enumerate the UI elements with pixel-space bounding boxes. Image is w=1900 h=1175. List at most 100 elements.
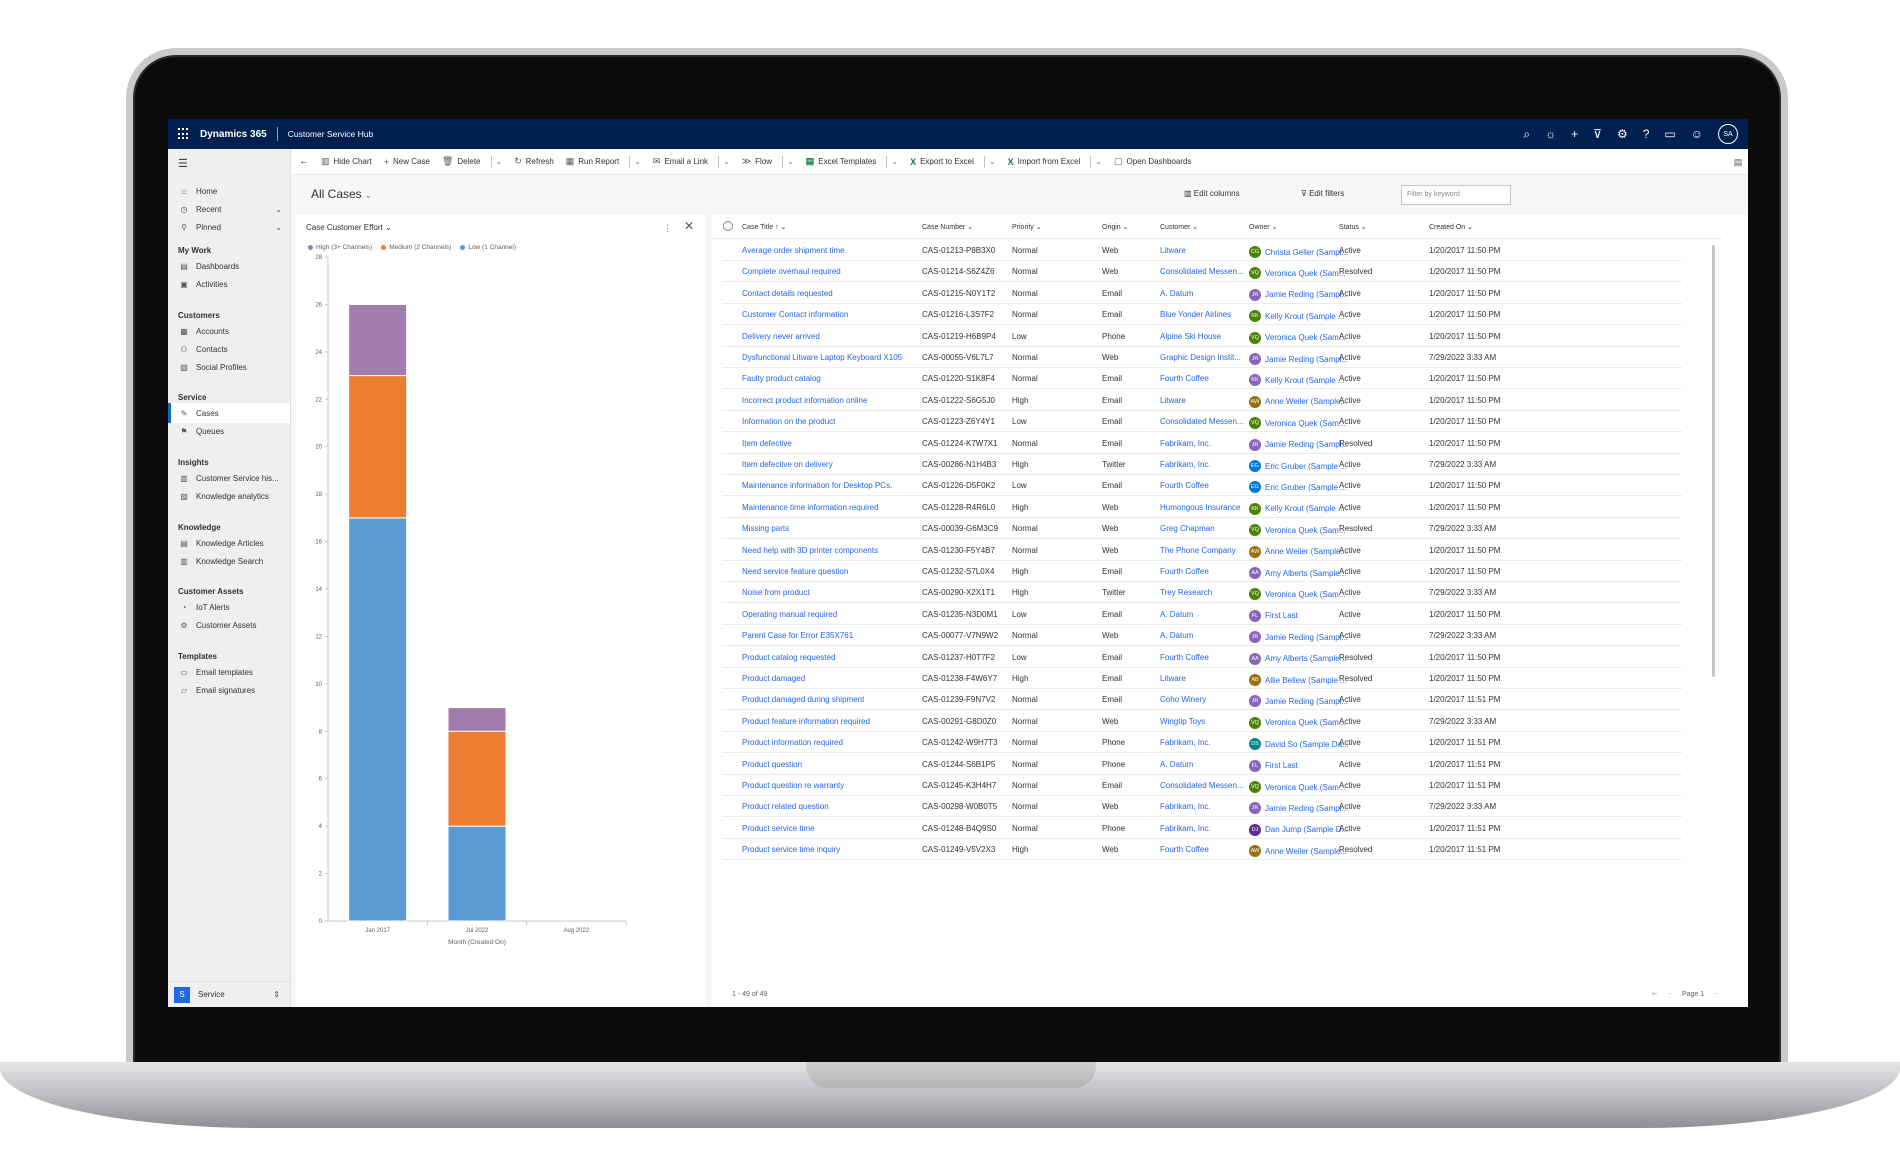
owner-cell[interactable]: VQ Veronica Quek (Sam...	[1249, 781, 1345, 793]
table-row[interactable]: Information on the product CAS-01223-Z6Y4…	[722, 410, 1682, 433]
owner-cell[interactable]: JR Jamie Reding (Sampl...	[1249, 288, 1348, 301]
sidebar-item-queues[interactable]: ⚑ Queues	[168, 421, 290, 441]
delete-button[interactable]: 🗑 Delete ⌄	[442, 155, 502, 168]
table-row[interactable]: Customer Contact information CAS-01216-L3…	[722, 303, 1682, 326]
hamburger-icon[interactable]: ☰	[178, 158, 188, 170]
table-row[interactable]: Average order shipment time CAS-01213-P8B…	[722, 239, 1682, 261]
legend-item[interactable]: High (3+ Channels)	[308, 244, 372, 251]
case-title-cell[interactable]: Average order shipment time	[742, 246, 845, 255]
owner-cell[interactable]: AA Amy Alberts (Sample...	[1249, 567, 1346, 579]
legend-item[interactable]: Low (1 Channel)	[460, 244, 516, 251]
table-row[interactable]: Product catalog requested CAS-01237-H0T7F…	[722, 646, 1682, 668]
first-page-icon[interactable]: ⇤	[1652, 991, 1658, 998]
table-row[interactable]: Need help with 3D printer components CAS-…	[722, 539, 1682, 561]
app-name[interactable]: Customer Service Hub	[287, 129, 374, 139]
case-title-cell[interactable]: Product question re warranty	[742, 781, 845, 790]
case-title-cell[interactable]: Product service time inquiry	[742, 845, 841, 855]
chevron-down-icon[interactable]: ⌄	[634, 157, 641, 166]
owner-cell[interactable]: KK Kelly Krout (Sample ...	[1249, 502, 1345, 515]
case-title-cell[interactable]: Product catalog requested	[742, 652, 836, 662]
owner-cell[interactable]: EG Eric Gruber (Sample ...	[1249, 481, 1347, 494]
close-icon[interactable]: ✕	[684, 219, 695, 233]
chevron-down-icon[interactable]: ⌄	[891, 157, 899, 166]
column-header[interactable]: Customer ⌄	[1160, 223, 1198, 231]
owner-cell[interactable]: VQ Veronica Quek (Sam...	[1249, 331, 1345, 344]
customer-cell[interactable]: Fourth Coffee	[1160, 374, 1209, 384]
customer-cell[interactable]: Consolidated Messen...	[1160, 781, 1244, 790]
owner-cell[interactable]: JR Jamie Reding (Sampl...	[1249, 695, 1348, 708]
customer-cell[interactable]: A. Datum	[1160, 631, 1194, 641]
plus-icon[interactable]: +	[1571, 127, 1579, 141]
customer-cell[interactable]: Fabrikam, Inc.	[1160, 460, 1211, 469]
case-title-cell[interactable]: Complete overhaul required	[742, 267, 841, 277]
owner-cell[interactable]: CG Christa Geller (Sampl...	[1249, 246, 1348, 258]
excel-templates-button[interactable]: ▤ Excel Templates ⌄	[806, 155, 899, 168]
run-report-button[interactable]: ▦ Run Report ⌄	[566, 155, 641, 168]
table-row[interactable]: Faulty product catalog CAS-01220-S1K8F4 No…	[722, 367, 1682, 390]
case-title-cell[interactable]: Maintenance time information required	[742, 502, 879, 512]
chevron-down-icon[interactable]: ⌄	[988, 157, 996, 166]
table-row[interactable]: Product service time inquiry CAS-01249-V5…	[722, 838, 1682, 861]
chart-selector[interactable]: Case Customer Effort ⌄	[306, 223, 392, 232]
column-header[interactable]: Priority ⌄	[1012, 223, 1042, 231]
owner-cell[interactable]: JR Jamie Reding (Sampl...	[1249, 353, 1348, 365]
case-title-cell[interactable]: Missing parts	[742, 524, 790, 534]
edit-filters-button[interactable]: ⊽ Edit filters	[1301, 189, 1344, 198]
sidebar-item-cases[interactable]: ✎ Cases	[168, 403, 290, 423]
table-row[interactable]: Operating manual required CAS-01235-N3D0M…	[722, 603, 1682, 625]
scrollbar[interactable]	[1712, 245, 1715, 677]
case-title-cell[interactable]: Product damaged	[742, 674, 806, 683]
table-row[interactable]: Complete overhaul required CAS-01214-S6Z4…	[722, 260, 1682, 283]
table-row[interactable]: Maintenance time information required CAS…	[722, 496, 1682, 518]
sidebar-item-pinned[interactable]: ⚲ Pinned ⌄	[168, 217, 290, 237]
owner-cell[interactable]: EG Eric Gruber (Sample ...	[1249, 460, 1347, 472]
owner-cell[interactable]: KK Kelly Krout (Sample ...	[1249, 374, 1345, 387]
hide-chart-button[interactable]: ▥ Hide Chart	[321, 156, 372, 167]
table-row[interactable]: Product question CAS-01244-S6B1P5 Normal Ph…	[722, 753, 1682, 775]
customer-cell[interactable]: Fourth Coffee	[1160, 845, 1209, 855]
customer-cell[interactable]: Fabrikam, Inc.	[1160, 438, 1211, 448]
owner-cell[interactable]: JR Jamie Reding (Sampl...	[1249, 631, 1348, 644]
sidebar-item-contacts[interactable]: ⚇ Contacts	[168, 339, 290, 359]
customer-cell[interactable]: Litware	[1160, 246, 1186, 255]
case-title-cell[interactable]: Need service feature question	[742, 567, 849, 576]
customer-cell[interactable]: Fabrikam, Inc.	[1160, 802, 1211, 812]
customer-cell[interactable]: Wingtip Toys	[1160, 716, 1206, 726]
owner-cell[interactable]: KK Kelly Krout (Sample ...	[1249, 310, 1345, 323]
customer-cell[interactable]: Litware	[1160, 674, 1186, 683]
table-row[interactable]: Item defective CAS-01224-K7W7X1 Normal Emai…	[722, 432, 1682, 454]
new-case-button[interactable]: + New Case	[384, 157, 430, 167]
customer-cell[interactable]: Coho Winery	[1160, 695, 1207, 705]
brand-title[interactable]: Dynamics 365	[200, 128, 267, 140]
table-row[interactable]: Product service time CAS-01248-B4Q9S0 Norm…	[722, 817, 1682, 839]
table-row[interactable]: Contact details requested CAS-01215-N0Y1T…	[722, 282, 1682, 304]
select-all-checkbox[interactable]	[723, 221, 733, 231]
customer-cell[interactable]: Graphic Design Instit...	[1160, 353, 1241, 362]
view-selector[interactable]: All Cases ⌄	[311, 187, 372, 201]
case-title-cell[interactable]: Item defective on delivery	[742, 460, 833, 469]
customer-cell[interactable]: A. Datum	[1160, 288, 1194, 298]
table-row[interactable]: Product question re warranty CAS-01245-K3…	[722, 774, 1682, 796]
next-page-icon[interactable]: →	[1712, 990, 1719, 997]
case-title-cell[interactable]: Contact details requested	[742, 288, 833, 298]
case-title-cell[interactable]: Information on the product	[742, 417, 836, 427]
table-row[interactable]: Incorrect product information online CAS-…	[722, 389, 1682, 411]
owner-cell[interactable]: FL First Last	[1249, 759, 1298, 772]
chat-icon[interactable]: ▭	[1664, 127, 1676, 141]
table-row[interactable]: Product information required CAS-01242-W9…	[722, 731, 1682, 754]
customer-cell[interactable]: Consolidated Messen...	[1160, 267, 1244, 277]
email-a-link-button[interactable]: ✉ Email a Link ⌄	[653, 155, 730, 168]
table-row[interactable]: Product damaged CAS-01238-F4W6Y7 High Email…	[722, 667, 1682, 689]
table-row[interactable]: Missing parts CAS-00039-G6M3C9 Normal Web Gr…	[722, 517, 1682, 540]
customer-cell[interactable]: Fourth Coffee	[1160, 652, 1209, 662]
customer-cell[interactable]: Fourth Coffee	[1160, 481, 1209, 491]
case-title-cell[interactable]: Parent Case for Error E35X761	[742, 631, 854, 641]
customer-cell[interactable]: The Phone Company	[1160, 545, 1236, 555]
sidebar-item-recent[interactable]: ◷ Recent ⌄	[168, 199, 290, 219]
owner-cell[interactable]: VQ Veronica Quek (Sam...	[1249, 417, 1345, 430]
sidebar-item-social-profiles[interactable]: ▧ Social Profiles	[168, 357, 290, 377]
owner-cell[interactable]: DS David So (Sample Da...	[1249, 738, 1349, 751]
case-title-cell[interactable]: Incorrect product information online	[742, 395, 868, 405]
chevron-down-icon[interactable]: ⌄	[275, 222, 282, 232]
owner-cell[interactable]: DJ Dan Jump (Sample D...	[1249, 823, 1348, 836]
